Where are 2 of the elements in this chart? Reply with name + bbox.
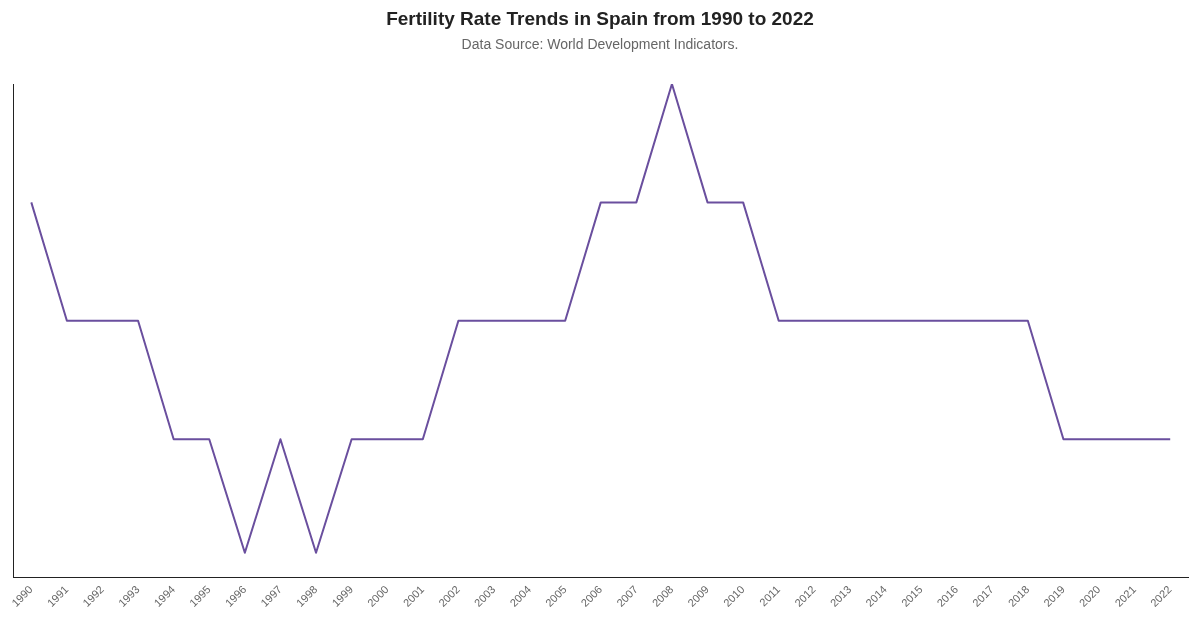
chart-title: Fertility Rate Trends in Spain from 1990 to 2022 (385, 8, 815, 30)
chart-subtitle: Data Source: World Development Indicators. (460, 36, 740, 52)
